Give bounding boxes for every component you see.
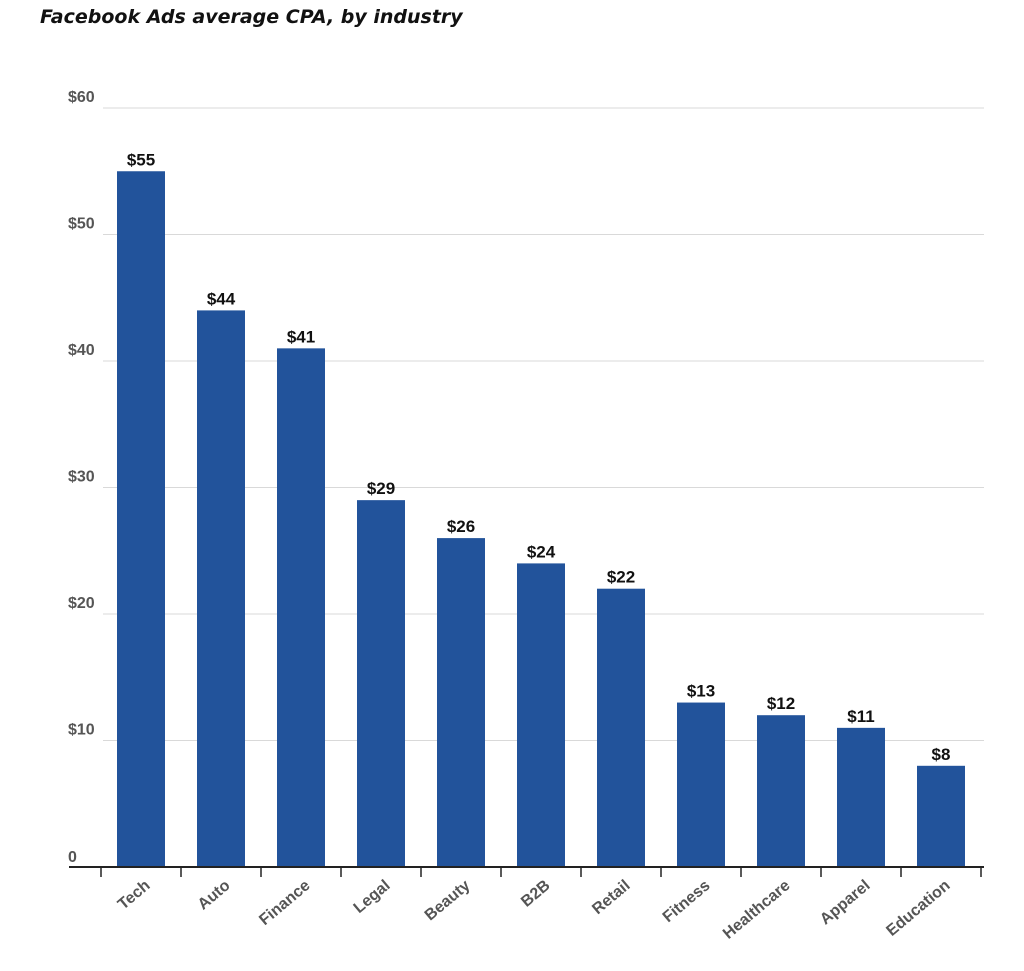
x-tick-label: Finance: [256, 877, 313, 929]
axes: [69, 866, 984, 877]
bar: [597, 588, 645, 867]
y-tick-label: $30: [68, 469, 95, 486]
y-tick-label: $20: [68, 595, 95, 612]
data-label: $41: [287, 327, 315, 346]
bar: [117, 171, 165, 867]
bar: [917, 765, 965, 867]
bar: [197, 310, 245, 867]
data-label: $22: [607, 568, 635, 587]
data-label: $11: [847, 707, 874, 726]
data-label: $29: [367, 479, 395, 498]
x-tick-label: Tech: [115, 877, 154, 913]
data-label: $13: [687, 682, 715, 701]
x-tick-label: Apparel: [817, 877, 874, 928]
bar: [437, 538, 485, 867]
x-tick-label: Legal: [351, 877, 394, 917]
bar: [677, 702, 725, 867]
y-tick-label: $50: [68, 216, 95, 233]
bar: [757, 715, 805, 867]
x-tick-label: Healthcare: [720, 877, 794, 943]
chart-title: Facebook Ads average CPA, by industry: [40, 6, 463, 28]
data-label: $26: [447, 517, 475, 536]
x-tick-label: Education: [883, 877, 953, 940]
y-tick-label: $40: [68, 342, 95, 359]
bar: [357, 500, 405, 867]
data-label: $12: [767, 694, 795, 713]
bar: [277, 348, 325, 868]
y-tick-label: $60: [68, 89, 95, 106]
y-tick-label: $10: [68, 722, 95, 739]
x-tick-label: Beauty: [422, 877, 474, 924]
data-label: $8: [932, 745, 951, 764]
bar: [517, 563, 565, 867]
data-label: $44: [207, 289, 236, 308]
x-tick-label: Fitness: [660, 877, 714, 926]
x-tick-label: Retail: [589, 877, 633, 918]
data-label: $24: [527, 542, 556, 561]
x-tick-label: Auto: [195, 877, 234, 914]
data-label: $55: [127, 150, 155, 169]
bar: [837, 727, 885, 867]
x-tick-label: B2B: [518, 877, 553, 911]
bars: [117, 171, 965, 868]
y-tick-label: 0: [68, 849, 77, 866]
